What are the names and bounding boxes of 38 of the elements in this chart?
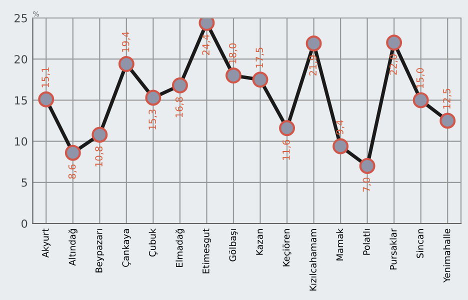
x-tick-label: Mamak <box>336 228 344 260</box>
y-tick-label: 10 <box>14 137 28 146</box>
data-label: 17,5 <box>256 48 264 68</box>
x-tick-label: Beypazarı <box>96 229 104 272</box>
data-label: 7,0 <box>362 178 372 192</box>
y-tick-label: 25 <box>14 14 27 22</box>
x-tick-label: Polatlı <box>362 229 370 255</box>
x-tick-label: Gölbaşı <box>229 229 238 262</box>
x-tick-label: Elmadağ <box>175 229 184 268</box>
data-label: 9,4 <box>336 120 344 135</box>
data-label: 19,4 <box>122 32 130 52</box>
x-tick-label: Keçiören <box>282 229 292 266</box>
x-tick-label: Pursaklar <box>390 228 397 270</box>
data-label: 8,6 <box>68 164 77 179</box>
data-label: 18,0 <box>228 43 238 64</box>
y-tick-label: 0 <box>22 219 28 228</box>
x-tick-label: Etimesgut <box>202 228 212 274</box>
data-label: 24,4 <box>202 34 211 55</box>
data-label: 15,3 <box>148 110 158 130</box>
data-label: 16,8 <box>175 97 184 118</box>
y-tick-label: 20 <box>14 55 28 64</box>
data-label: 11,6 <box>282 140 291 160</box>
x-tick-label: Çubuk <box>148 228 158 257</box>
data-label: 15,1 <box>42 68 50 88</box>
data-label: 12,5 <box>443 88 452 109</box>
x-tick-label: Kızılcahamam <box>309 229 316 291</box>
x-tick-label: Yenimahalle <box>443 228 450 283</box>
x-tick-label: Kazan <box>256 229 263 255</box>
data-label: 21,9 <box>309 55 318 76</box>
x-tick-label: Sincan <box>416 229 424 258</box>
x-tick-label: Akyurt <box>42 228 51 258</box>
x-tick-label: Çankaya <box>122 229 131 267</box>
data-label: 15,0 <box>416 68 425 88</box>
x-tick-label: Altındağ <box>68 229 78 266</box>
data-label: 10,8 <box>95 146 104 166</box>
y-tick-label: 5 <box>22 178 27 187</box>
data-label: 22,0 <box>390 54 398 75</box>
y-tick-label: 15 <box>14 96 27 105</box>
